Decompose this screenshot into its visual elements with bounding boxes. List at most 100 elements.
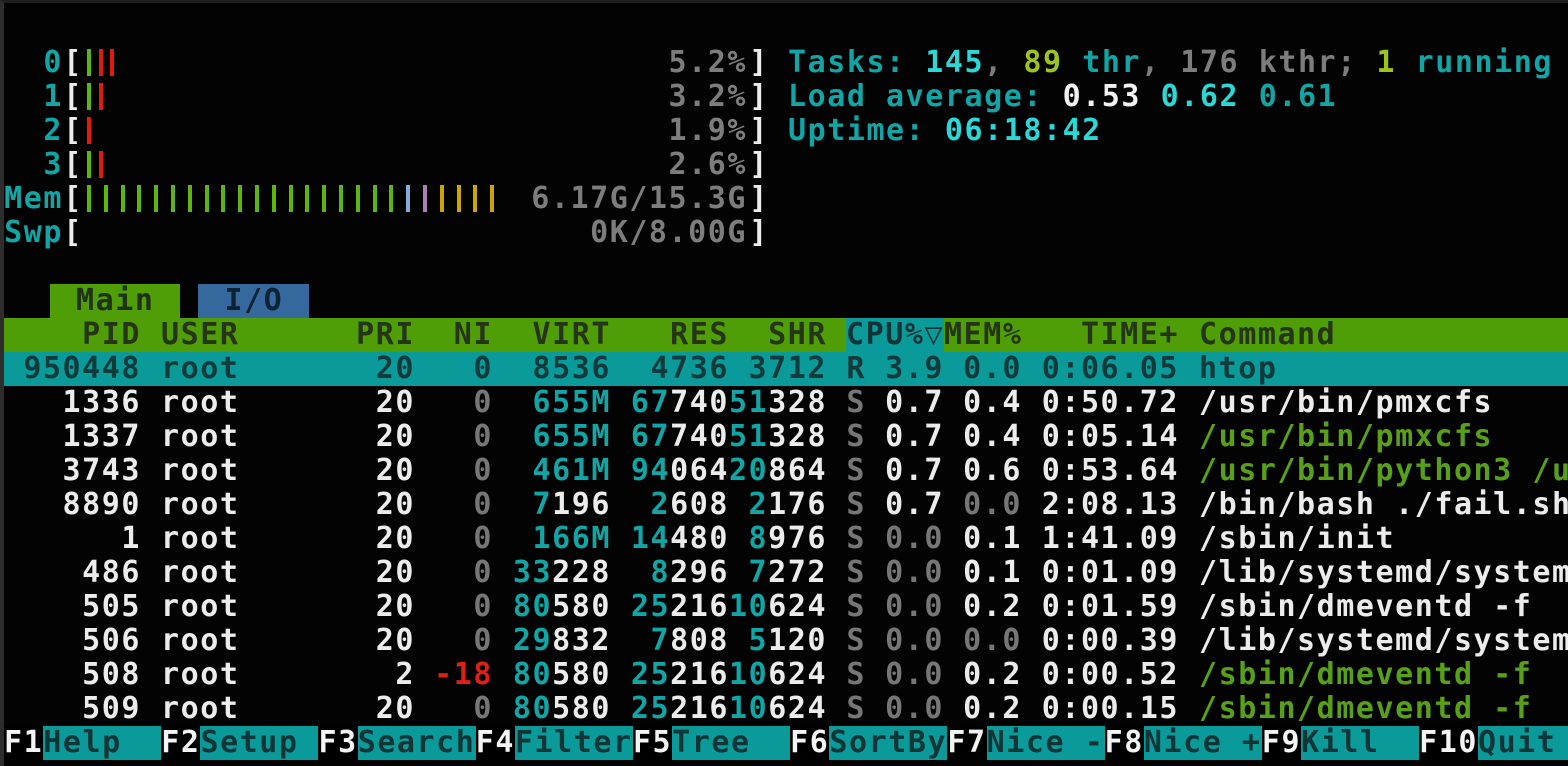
- bracket-open: [: [63, 45, 83, 80]
- cell-state: S: [846, 556, 866, 590]
- process-row[interactable]: 508 root 2 -18 80580 25216 10624 S 0.0 0…: [4, 658, 1568, 692]
- cell-virt: 8536: [532, 352, 611, 386]
- cell-command: /bin/bash ./fail.sh: [1199, 488, 1568, 522]
- cell-user: root: [161, 352, 240, 386]
- process-row[interactable]: 486 root 20 0 33228 8296 7272 S 0.0 0.1 …: [4, 556, 1568, 590]
- fkey-kill[interactable]: F9 Kill: [1261, 726, 1420, 760]
- cell-cpu: 0.7: [885, 454, 944, 488]
- cell-command: /sbin/dmeventd -f: [1199, 590, 1533, 624]
- process-row[interactable]: 505 root 20 0 80580 25216 10624 S 0.0 0.…: [4, 590, 1568, 624]
- fkey-label: Help: [43, 726, 162, 760]
- cell-pri: 20: [375, 352, 415, 386]
- fkey-number: F7: [947, 725, 987, 760]
- process-row[interactable]: 509 root 20 0 80580 25216 10624 S 0.0 0.…: [4, 692, 1568, 726]
- cell-res: 4736: [650, 352, 729, 386]
- process-row[interactable]: 3743 root 20 0 461M 94064 20864 S 0.7 0.…: [4, 454, 1568, 488]
- cell-time: 0:05.14: [1041, 420, 1179, 454]
- cell-time: 0:01.09: [1041, 556, 1179, 590]
- cell-mem: 0.0: [963, 488, 1022, 522]
- cell-pid: 506: [82, 624, 141, 658]
- cpu1-value: 3.2%: [668, 79, 747, 114]
- fkey-nice-[interactable]: F8 Nice +: [1104, 725, 1262, 760]
- function-key-bar: F1 Help F2 Setup F3 Search F4 Filter F5 Tree F6 Sor…: [4, 726, 1568, 760]
- tab-io[interactable]: I/O: [198, 284, 310, 318]
- cpu0-meter: 0[5.2%]: [4, 46, 768, 80]
- header-line-3: 2[1.9%] Uptime: 06:18:42: [4, 114, 1568, 148]
- column-header-virt[interactable]: VIRT: [532, 318, 611, 352]
- cell-shr: 20864: [729, 454, 827, 488]
- fkey-setup[interactable]: F2 Setup: [161, 726, 319, 760]
- fkey-sortby[interactable]: F6 SortBy: [790, 725, 948, 760]
- process-row[interactable]: 506 root 20 0 29832 7808 5120 S 0.0 0.0 …: [4, 624, 1568, 658]
- fkey-filter[interactable]: F4 Filter: [475, 726, 633, 760]
- process-row[interactable]: 950448 root 20 0 8536 4736 3712 R 3.9 0.…: [4, 352, 1568, 386]
- tasks-count: 145: [925, 45, 985, 80]
- cell-pri: 20: [375, 556, 415, 590]
- tab-main[interactable]: Main: [50, 284, 181, 318]
- fkey-label: Setup: [200, 726, 319, 760]
- cell-virt: 80580: [512, 692, 611, 726]
- column-header-time[interactable]: TIME+: [1080, 318, 1179, 352]
- cell-pri: 20: [375, 624, 415, 658]
- cell-command: /usr/bin/pmxcfs: [1199, 386, 1494, 420]
- column-header-user[interactable]: USER: [161, 318, 240, 352]
- column-header-command[interactable]: Command: [1199, 318, 1337, 352]
- cell-shr: 2176: [748, 488, 827, 522]
- column-header-mem[interactable]: MEM%: [944, 318, 1022, 352]
- cell-ni: 0: [473, 386, 493, 420]
- fkey-label: SortBy: [829, 725, 948, 760]
- cpu0-value: 5.2%: [668, 45, 747, 80]
- cell-pid: 3743: [62, 454, 141, 488]
- fkey-number: F8: [1104, 725, 1144, 760]
- cell-ni: 0: [473, 454, 493, 488]
- cell-ni: 0: [473, 488, 493, 522]
- cell-command: htop: [1199, 352, 1278, 386]
- column-header-res[interactable]: RES: [670, 318, 729, 352]
- process-row[interactable]: 1 root 20 0 166M 14480 8976 S 0.0 0.1 1:…: [4, 522, 1568, 556]
- tasks-summary: Tasks: 145, 89 thr, 176 kthr; 1 running: [788, 45, 1553, 80]
- fkey-number: F1: [4, 725, 44, 760]
- cell-state: S: [846, 488, 866, 522]
- cell-mem: 0.6: [963, 454, 1022, 488]
- cell-ni: 0: [473, 556, 493, 590]
- cell-time: 0:00.39: [1041, 624, 1179, 658]
- column-header-pid[interactable]: PID: [82, 318, 141, 352]
- fkey-number: F6: [790, 725, 830, 760]
- cell-user: root: [161, 658, 240, 692]
- column-header-ni[interactable]: NI: [453, 318, 493, 352]
- process-table-header: PID USER PRI NI VIRT RES SHR S CPU%▽ MEM…: [4, 318, 1568, 352]
- fkey-help[interactable]: F1 Help: [4, 725, 162, 760]
- cell-res: 25216: [630, 590, 729, 624]
- column-header-cpu-sorted[interactable]: CPU%▽: [846, 318, 944, 352]
- fkey-nice-[interactable]: F7 Nice -: [947, 725, 1105, 760]
- process-row[interactable]: 1336 root 20 0 655M 67740 51328 S 0.7 0.…: [4, 386, 1568, 420]
- fkey-label: Kill: [1301, 726, 1420, 760]
- process-row[interactable]: 8890 root 20 0 7196 2608 2176 S 0.7 0.0 …: [4, 488, 1568, 522]
- process-list: 950448 root 20 0 8536 4736 3712 R 3.9 0.…: [4, 352, 1568, 726]
- fkey-search[interactable]: F3 Search: [318, 726, 476, 760]
- fkey-quit[interactable]: F10 Quit: [1419, 726, 1568, 760]
- cell-pid: 1: [121, 522, 141, 556]
- process-row[interactable]: 1337 root 20 0 655M 67740 51328 S 0.7 0.…: [4, 420, 1568, 454]
- header-line-5: Mem[6.17G/15.3G]: [4, 182, 1568, 216]
- cell-pid: 950448: [23, 352, 141, 386]
- swap-value: 0K/8.00G: [590, 215, 747, 250]
- cell-res: 67740: [630, 386, 729, 420]
- swap-meter: Swp[0K/8.00G]: [4, 215, 769, 250]
- cell-pid: 509: [82, 692, 141, 726]
- cell-time: 1:41.09: [1041, 522, 1179, 556]
- cell-res: 7808: [650, 624, 729, 658]
- cell-pri: 20: [375, 692, 415, 726]
- running-count: 1: [1376, 45, 1397, 80]
- fkey-tree[interactable]: F5 Tree: [632, 726, 791, 760]
- cell-cpu: 0.0: [885, 692, 944, 726]
- cell-pid: 508: [82, 658, 141, 692]
- cell-mem: 0.0: [963, 624, 1022, 658]
- column-header-pri[interactable]: PRI: [356, 318, 415, 352]
- fkey-label: Nice +: [1143, 725, 1262, 760]
- column-header-shr[interactable]: SHR: [768, 318, 827, 352]
- cpu1-meter: 1[3.2%]: [4, 80, 768, 114]
- cell-state: S: [846, 590, 866, 624]
- cell-state: S: [846, 522, 866, 556]
